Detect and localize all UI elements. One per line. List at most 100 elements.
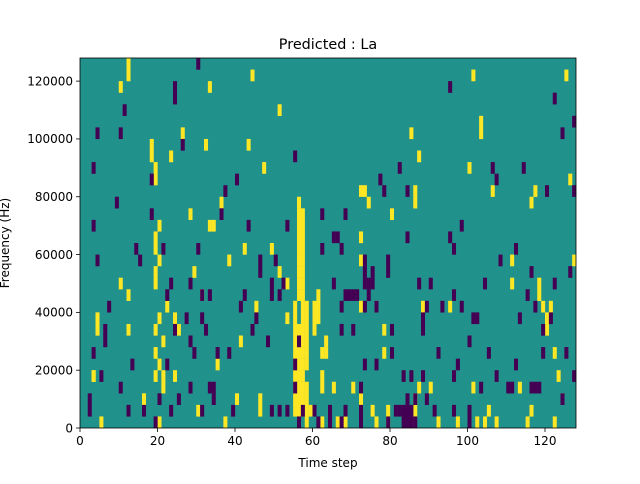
heatmap-cell-high (297, 323, 302, 336)
heatmap-cell-high (537, 289, 542, 301)
heatmap-cell-high (192, 266, 197, 278)
heatmap-cell-low (339, 323, 344, 336)
heatmap-cell-low (238, 300, 243, 313)
heatmap-cell-low (107, 300, 112, 313)
heatmap-cell-high (176, 323, 181, 336)
heatmap-cell-high (219, 196, 224, 209)
heatmap-cell-low (165, 358, 170, 371)
heatmap-cell-high (320, 416, 325, 429)
heatmap-cell-high (300, 219, 305, 232)
x-tick-label: 100 (456, 434, 479, 448)
heatmap-cell-low (393, 404, 398, 417)
heatmap-cell-low (374, 358, 379, 371)
x-tick-label: 60 (305, 434, 320, 448)
heatmap-cell-low (134, 243, 139, 255)
heatmap-cell-high (552, 347, 557, 359)
heatmap-cell-high (293, 347, 298, 359)
heatmap-cell-high (421, 300, 426, 313)
heatmap-cell-low (200, 404, 205, 417)
heatmap-cell-low (250, 323, 255, 336)
heatmap-cell-high (304, 404, 309, 417)
heatmap-cell-high (316, 289, 321, 301)
heatmap-cell-low (169, 404, 174, 417)
heatmap-cell-low (227, 347, 232, 359)
heatmap-cell-low (87, 404, 92, 417)
heatmap-cell-high (153, 277, 158, 290)
heatmap-cell-low (548, 312, 553, 325)
heatmap-cell-high (413, 404, 418, 417)
heatmap-cell-low (122, 104, 127, 116)
heatmap-cell-low (362, 277, 367, 290)
heatmap-cell-low (235, 173, 240, 186)
heatmap-cell-high (297, 393, 302, 406)
heatmap-cell-high (161, 381, 166, 394)
heatmap-cell-low (211, 393, 216, 406)
heatmap-cell-high (300, 243, 305, 255)
heatmap-cell-low (316, 416, 321, 429)
heatmap-cell-high (479, 127, 484, 140)
heatmap-cell-low (494, 173, 499, 186)
heatmap-cell-low (506, 381, 511, 394)
heatmap-cell-low (297, 416, 302, 429)
heatmap-cell-low (405, 185, 410, 197)
heatmap-cell-high (300, 266, 305, 278)
heatmap-cell-low (537, 381, 542, 394)
heatmap-cell-low (188, 277, 193, 290)
heatmap-cell-high (153, 347, 158, 359)
x-axis: 0 20 40 60 80 100 120 (76, 428, 556, 448)
heatmap-cell-high (541, 300, 546, 313)
heatmap-cells (87, 58, 577, 429)
heatmap-cell-low (370, 277, 375, 290)
heatmap-cell-high (165, 300, 170, 313)
heatmap-cell-high (312, 323, 317, 336)
heatmap-cell-high (359, 254, 364, 267)
heatmap-cell-high (362, 185, 367, 197)
heatmap-cell-low (91, 162, 96, 174)
heatmap-cell-low (475, 312, 480, 325)
heatmap-cell-high (161, 370, 166, 382)
heatmap-cell-high (304, 312, 309, 325)
heatmap-cell-high (374, 416, 379, 429)
heatmap-cell-low (277, 404, 282, 417)
heatmap-cell-low (173, 323, 178, 336)
heatmap-cell-high (153, 323, 158, 336)
heatmap-cell-low (359, 404, 364, 417)
heatmap-cell-high (510, 277, 515, 290)
heatmap-cell-low (448, 81, 453, 93)
heatmap-cell-high (157, 254, 162, 267)
heatmap-cell-low (258, 254, 263, 267)
heatmap-cell-high (308, 404, 313, 417)
heatmap-cell-high (254, 300, 259, 313)
heatmap-cell-high (238, 335, 243, 348)
heatmap-cell-low (91, 347, 96, 359)
heatmap-cell-high (359, 185, 364, 197)
heatmap-cell-low (483, 277, 488, 290)
y-tick-label: 60000 (35, 248, 73, 262)
heatmap-cell-low (285, 219, 290, 232)
heatmap-cell-high (548, 300, 553, 313)
heatmap-cell-low (362, 300, 367, 313)
heatmap-cell-low (173, 92, 178, 105)
heatmap-cell-low (405, 416, 410, 429)
heatmap-cell-low (521, 162, 526, 174)
heatmap-cell-high (304, 323, 309, 336)
heatmap-cell-high (293, 404, 298, 417)
plot-frame (79, 57, 577, 429)
heatmap-cell-high (417, 150, 422, 163)
heatmap-cell-high (417, 381, 422, 394)
heatmap-cell-low (312, 404, 317, 417)
heatmap-cell-low (436, 347, 441, 359)
heatmap-cell-high (235, 393, 240, 406)
heatmap-cell-low (285, 404, 290, 417)
heatmap-cell-high (293, 335, 298, 348)
heatmap-cell-high (297, 277, 302, 290)
heatmap-cell-low (409, 416, 414, 429)
heatmap-cell-high (246, 138, 251, 151)
heatmap-cell-high (300, 231, 305, 244)
heatmap-cell-high (370, 404, 375, 417)
y-axis-label: Frequency (Hz) (0, 198, 12, 289)
heatmap-cell-high (320, 381, 325, 394)
heatmap-cell-high (304, 300, 309, 313)
heatmap-cell-high (479, 115, 484, 128)
heatmap-cell-low (180, 138, 185, 151)
